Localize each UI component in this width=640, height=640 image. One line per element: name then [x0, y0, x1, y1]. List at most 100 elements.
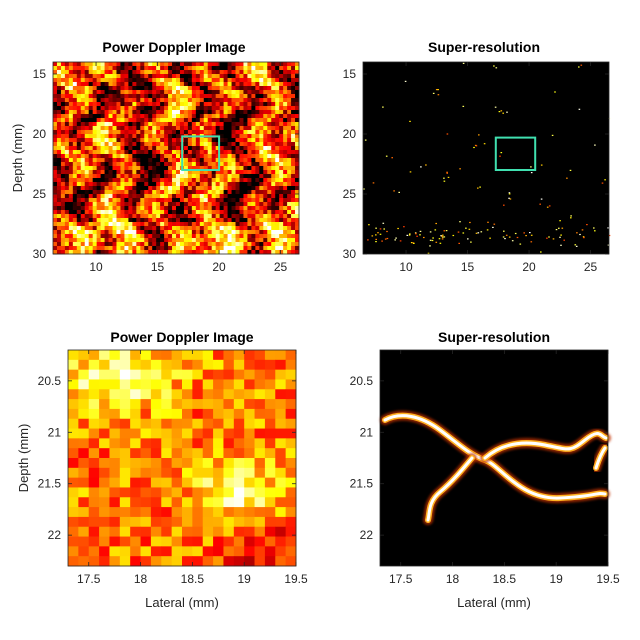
heatmap-cell — [243, 130, 248, 135]
heatmap-cell — [92, 126, 98, 131]
heatmap-cell — [128, 162, 133, 167]
heatmap-cell — [152, 118, 157, 123]
heatmap-cell — [202, 536, 214, 547]
heatmap-cell — [68, 428, 79, 439]
heatmap-cell — [88, 369, 100, 380]
heatmap-cell — [223, 66, 228, 71]
heatmap-cell — [263, 66, 268, 71]
heatmap-cell — [148, 106, 153, 111]
heatmap-cell — [120, 134, 125, 139]
heatmap-cell — [172, 210, 177, 215]
heatmap-cell — [120, 166, 125, 171]
heatmap-cell — [239, 86, 244, 91]
heatmap-cell — [231, 86, 236, 91]
heatmap-cell — [191, 226, 197, 231]
heatmap-cell — [202, 428, 214, 439]
heatmap-cell — [295, 194, 300, 199]
heatmap-cell — [124, 218, 129, 223]
heatmap-cell — [130, 546, 141, 557]
heatmap-cell — [183, 118, 189, 123]
heatmap-cell — [112, 62, 117, 67]
heatmap-cell — [80, 206, 86, 211]
heatmap-cell — [183, 186, 189, 191]
heatmap-cell — [64, 78, 70, 83]
heatmap-cell — [132, 206, 137, 211]
heatmap-cell — [88, 98, 94, 103]
heatmap-cell — [239, 70, 244, 75]
heatmap-cell — [128, 186, 133, 191]
heatmap-cell — [271, 150, 276, 155]
heatmap-cell — [183, 126, 189, 131]
heatmap-cell — [124, 226, 129, 231]
heatmap-cell — [291, 238, 296, 243]
heatmap-cell — [295, 202, 300, 207]
heatmap-cell — [243, 82, 248, 87]
heatmap-cell — [192, 428, 204, 439]
heatmap-cell — [148, 122, 153, 127]
heatmap-cell — [72, 86, 78, 91]
heatmap-cell — [168, 190, 173, 195]
heatmap-cell — [199, 238, 205, 243]
heatmap-cell — [291, 218, 296, 223]
vessel-pixel — [394, 239, 396, 241]
heatmap-cell — [168, 90, 173, 95]
heatmap-cell — [291, 138, 296, 143]
heatmap-cell — [275, 134, 280, 139]
heatmap-cell — [172, 74, 177, 79]
vessel-pixel — [437, 94, 440, 96]
heatmap-cell — [76, 238, 82, 243]
heatmap-cell — [187, 150, 193, 155]
heatmap-cell — [148, 158, 153, 163]
heatmap-cell — [231, 146, 236, 151]
heatmap-cell — [243, 106, 248, 111]
heatmap-cell — [295, 146, 300, 151]
heatmap-cell — [235, 198, 240, 203]
heatmap-cell — [264, 556, 276, 567]
heatmap-cell — [203, 206, 209, 211]
heatmap-cell — [191, 122, 197, 127]
heatmap-cell — [267, 158, 272, 163]
heatmap-cell — [203, 142, 209, 147]
heatmap-cell — [223, 497, 235, 508]
heatmap-cell — [291, 134, 296, 139]
heatmap-cell — [112, 230, 117, 235]
heatmap-cell — [152, 218, 157, 223]
heatmap-cell — [104, 118, 109, 123]
heatmap-cell — [182, 350, 193, 361]
heatmap-cell — [68, 234, 74, 239]
heatmap-cell — [144, 142, 149, 147]
heatmap-cell — [132, 198, 137, 203]
heatmap-cell — [124, 230, 129, 235]
heatmap-cell — [161, 516, 173, 528]
heatmap-cell — [255, 102, 260, 107]
heatmap-cell — [161, 497, 173, 508]
heatmap-cell — [68, 477, 79, 488]
heatmap-cell — [247, 198, 252, 203]
heatmap-cell — [223, 162, 228, 167]
heatmap-cell — [211, 238, 217, 243]
heatmap-cell — [203, 98, 209, 103]
heatmap-cell — [168, 250, 173, 255]
heatmap-cell — [239, 154, 244, 159]
heatmap-cell — [183, 202, 189, 207]
heatmap-cell — [84, 194, 90, 199]
heatmap-cell — [132, 118, 137, 123]
heatmap-cell — [68, 190, 74, 195]
heatmap-cell — [203, 190, 209, 195]
heatmap-cell — [231, 194, 236, 199]
axes-frame — [379, 349, 609, 567]
vessel-pixel — [462, 62, 465, 64]
heatmap-cell — [96, 242, 102, 247]
heatmap-cell — [108, 162, 113, 167]
heatmap-cell — [227, 102, 232, 107]
heatmap-cell — [295, 118, 300, 123]
heatmap-cell — [219, 210, 225, 215]
heatmap-cell — [53, 82, 58, 87]
heatmap-cell — [187, 74, 193, 79]
heatmap-cell — [219, 154, 225, 159]
heatmap-cell — [150, 359, 162, 371]
heatmap-cell — [264, 428, 276, 439]
heatmap-cell — [100, 186, 105, 191]
heatmap-cell — [88, 226, 94, 231]
heatmap-cell — [291, 74, 296, 79]
